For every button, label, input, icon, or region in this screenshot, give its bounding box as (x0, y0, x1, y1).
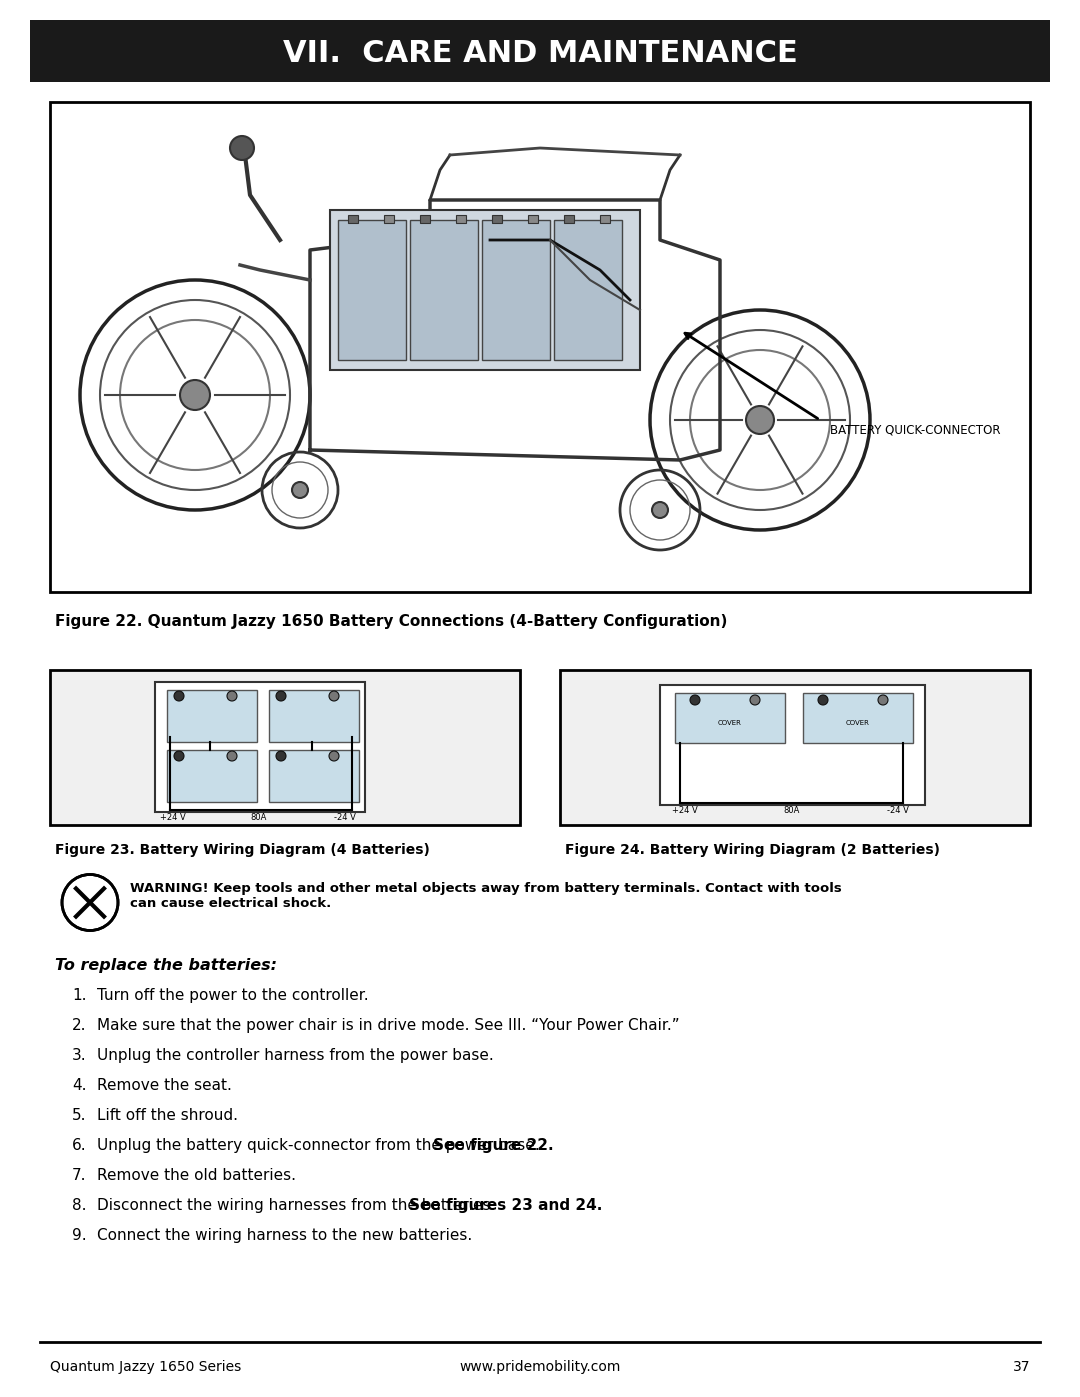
Bar (269, 690, 359, 742)
Circle shape (292, 482, 308, 497)
Circle shape (750, 694, 760, 705)
Text: 6.: 6. (72, 1139, 86, 1153)
Bar (384, 215, 394, 224)
Circle shape (276, 692, 286, 701)
Circle shape (276, 752, 286, 761)
Text: Quantum Jazzy 1650 Series: Quantum Jazzy 1650 Series (50, 1361, 241, 1375)
Bar (410, 219, 478, 360)
Text: 4.: 4. (72, 1078, 86, 1092)
Text: 8.: 8. (72, 1199, 86, 1213)
Circle shape (62, 875, 118, 930)
Bar (561, 671, 1030, 826)
Text: -24 V: -24 V (887, 806, 909, 814)
Text: See figures 23 and 24.: See figures 23 and 24. (409, 1199, 603, 1213)
Circle shape (690, 694, 700, 705)
Bar (30, 20, 1050, 82)
Text: +24 V: +24 V (160, 813, 186, 821)
Circle shape (174, 692, 184, 701)
Text: 3.: 3. (72, 1048, 86, 1063)
Text: 80A: 80A (784, 806, 800, 814)
Text: www.pridemobility.com: www.pridemobility.com (459, 1361, 621, 1375)
Text: 37: 37 (1013, 1361, 1030, 1375)
Circle shape (746, 407, 774, 434)
Bar (660, 685, 924, 805)
Circle shape (878, 694, 888, 705)
Circle shape (227, 752, 237, 761)
Bar (50, 671, 519, 826)
Text: COVER: COVER (846, 719, 869, 726)
Circle shape (818, 694, 828, 705)
Bar (564, 215, 573, 224)
Bar (167, 750, 257, 802)
Text: 5.: 5. (72, 1108, 86, 1123)
Text: +24 V: +24 V (672, 806, 698, 814)
Bar (330, 210, 640, 370)
Circle shape (180, 380, 210, 409)
Text: 7.: 7. (72, 1168, 86, 1183)
Text: Disconnect the wiring harnesses from the batteries.: Disconnect the wiring harnesses from the… (97, 1199, 500, 1213)
Text: Lift off the shroud.: Lift off the shroud. (97, 1108, 238, 1123)
Text: Turn off the power to the controller.: Turn off the power to the controller. (97, 988, 368, 1003)
Bar (269, 750, 359, 802)
Bar (456, 215, 465, 224)
Text: Figure 24. Battery Wiring Diagram (2 Batteries): Figure 24. Battery Wiring Diagram (2 Bat… (565, 842, 940, 856)
Text: To replace the batteries:: To replace the batteries: (55, 958, 276, 972)
Text: Remove the seat.: Remove the seat. (97, 1078, 232, 1092)
Bar (348, 215, 357, 224)
Text: Figure 23. Battery Wiring Diagram (4 Batteries): Figure 23. Battery Wiring Diagram (4 Bat… (55, 842, 430, 856)
Text: Unplug the battery quick-connector from the power base.: Unplug the battery quick-connector from … (97, 1139, 544, 1153)
Bar (482, 219, 550, 360)
Text: Connect the wiring harness to the new batteries.: Connect the wiring harness to the new ba… (97, 1228, 472, 1243)
Text: Figure 22. Quantum Jazzy 1650 Battery Connections (4-Battery Configuration): Figure 22. Quantum Jazzy 1650 Battery Co… (55, 615, 727, 629)
Circle shape (329, 752, 339, 761)
Bar (492, 215, 502, 224)
Text: BATTERY QUICK-CONNECTOR: BATTERY QUICK-CONNECTOR (831, 423, 1000, 436)
Bar (420, 215, 430, 224)
Circle shape (230, 136, 254, 161)
Bar (156, 682, 365, 812)
Text: VII.  CARE AND MAINTENANCE: VII. CARE AND MAINTENANCE (283, 39, 797, 67)
Text: 2.: 2. (72, 1018, 86, 1032)
Text: See figure 22.: See figure 22. (433, 1139, 554, 1153)
Bar (600, 215, 610, 224)
Circle shape (174, 752, 184, 761)
Bar (804, 693, 913, 743)
Text: 9.: 9. (72, 1228, 86, 1243)
Circle shape (652, 502, 669, 518)
Text: 80A: 80A (251, 813, 267, 821)
Text: Unplug the controller harness from the power base.: Unplug the controller harness from the p… (97, 1048, 494, 1063)
Text: -24 V: -24 V (334, 813, 356, 821)
Text: Remove the old batteries.: Remove the old batteries. (97, 1168, 296, 1183)
Bar (528, 215, 538, 224)
Bar (675, 693, 785, 743)
Bar (554, 219, 622, 360)
Bar (167, 690, 257, 742)
Bar (338, 219, 406, 360)
Text: Make sure that the power chair is in drive mode. See III. “Your Power Chair.”: Make sure that the power chair is in dri… (97, 1018, 679, 1032)
Text: COVER: COVER (718, 719, 742, 726)
Circle shape (227, 692, 237, 701)
Text: 1.: 1. (72, 988, 86, 1003)
Circle shape (329, 692, 339, 701)
Text: WARNING! Keep tools and other metal objects away from battery terminals. Contact: WARNING! Keep tools and other metal obje… (130, 882, 841, 909)
Bar (50, 102, 1030, 592)
